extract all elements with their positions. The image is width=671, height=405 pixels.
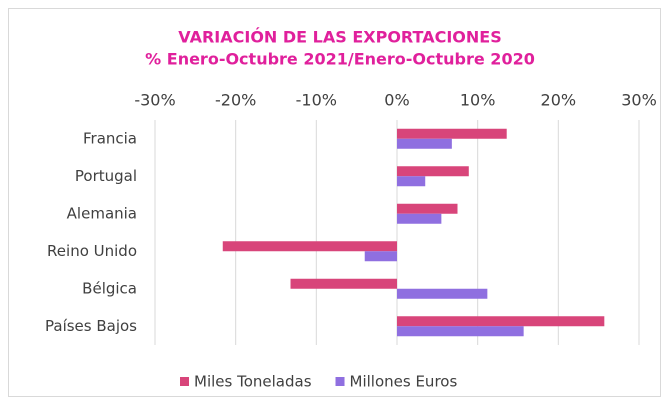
bar [290,278,397,289]
x-tick-label: -30% [134,91,175,110]
bar [397,128,507,139]
chart-title: VARIACIÓN DE LAS EXPORTACIONES [178,28,501,47]
x-tick-label: 30% [621,91,657,110]
bar [397,203,458,214]
legend-swatch [180,377,189,386]
legend-swatch [335,377,345,386]
x-tick-label: 20% [541,91,577,110]
category-label: Países Bajos [45,317,137,335]
x-tick-label: -10% [296,91,337,110]
category-label: Bélgica [82,279,137,297]
bar [397,326,524,337]
bar [397,166,469,177]
category-label: Reino Unido [47,242,137,260]
chart-border [8,8,661,397]
x-tick-label: 0% [384,91,409,110]
chart-subtitle: % Enero-Octubre 2021/Enero-Octubre 2020 [145,50,535,69]
bar [397,213,442,224]
legend-label: Millones Euros [350,373,458,391]
category-label: Alemania [67,204,137,222]
bar [397,316,605,327]
category-label: Portugal [75,167,137,185]
category-label: Francia [83,129,137,147]
bar [222,241,397,252]
x-tick-label: 10% [460,91,496,110]
x-tick-label: -20% [215,91,256,110]
legend-label: Miles Toneladas [194,373,312,391]
bar [364,251,397,262]
bar [397,138,452,149]
bar [397,288,488,299]
bar [397,176,426,187]
